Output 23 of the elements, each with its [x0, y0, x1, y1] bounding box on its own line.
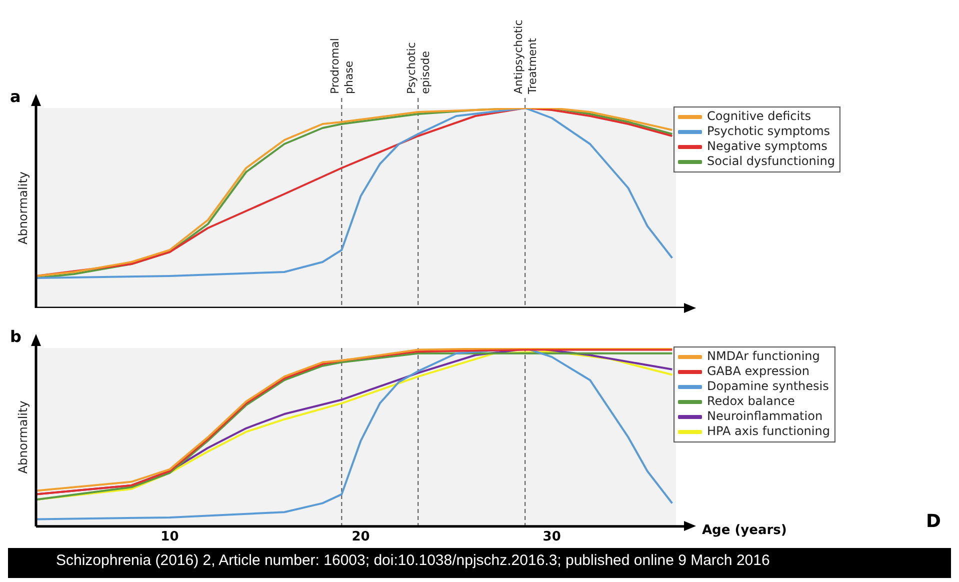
x-tick-label: 30 [542, 530, 561, 545]
x-tick-label: 20 [352, 530, 370, 545]
legend-label: Neuroinflammation [707, 409, 823, 424]
text: D [926, 511, 941, 532]
chart-title: a [10, 87, 21, 106]
legend-label: NMDAr functioning [707, 349, 820, 364]
legend-label: Cognitive deficits [707, 109, 812, 124]
x-axis-title: Age (years) [702, 522, 787, 538]
ref-line-label: Prodromal phase [328, 38, 356, 94]
legend-label: Dopamine synthesis [707, 379, 829, 394]
y-axis-title: Abnormality [16, 400, 30, 474]
x-tick-label: 10 [160, 530, 179, 545]
ref-line-label: Psychotic episode [404, 42, 432, 94]
ref-line-label: Antipsychotic Treatment [512, 20, 539, 95]
legend-label: Social dysfunctioning [707, 154, 835, 168]
legend-label: HPA axis functioning [707, 424, 830, 438]
y-axis-title: Abnormality [16, 171, 30, 245]
legend-label: Redox balance [707, 394, 795, 408]
legend-label: Psychotic symptoms [707, 124, 830, 138]
legend-label: GABA expression [707, 364, 810, 378]
legend-label: Negative symptoms [707, 139, 828, 154]
text: Schizophrenia (2016) 2, Article number: 16003; doi:10.1038/npjschz.2016.3; published online 9 March 2016 [8, 548, 951, 578]
chart-title: b [10, 327, 22, 346]
